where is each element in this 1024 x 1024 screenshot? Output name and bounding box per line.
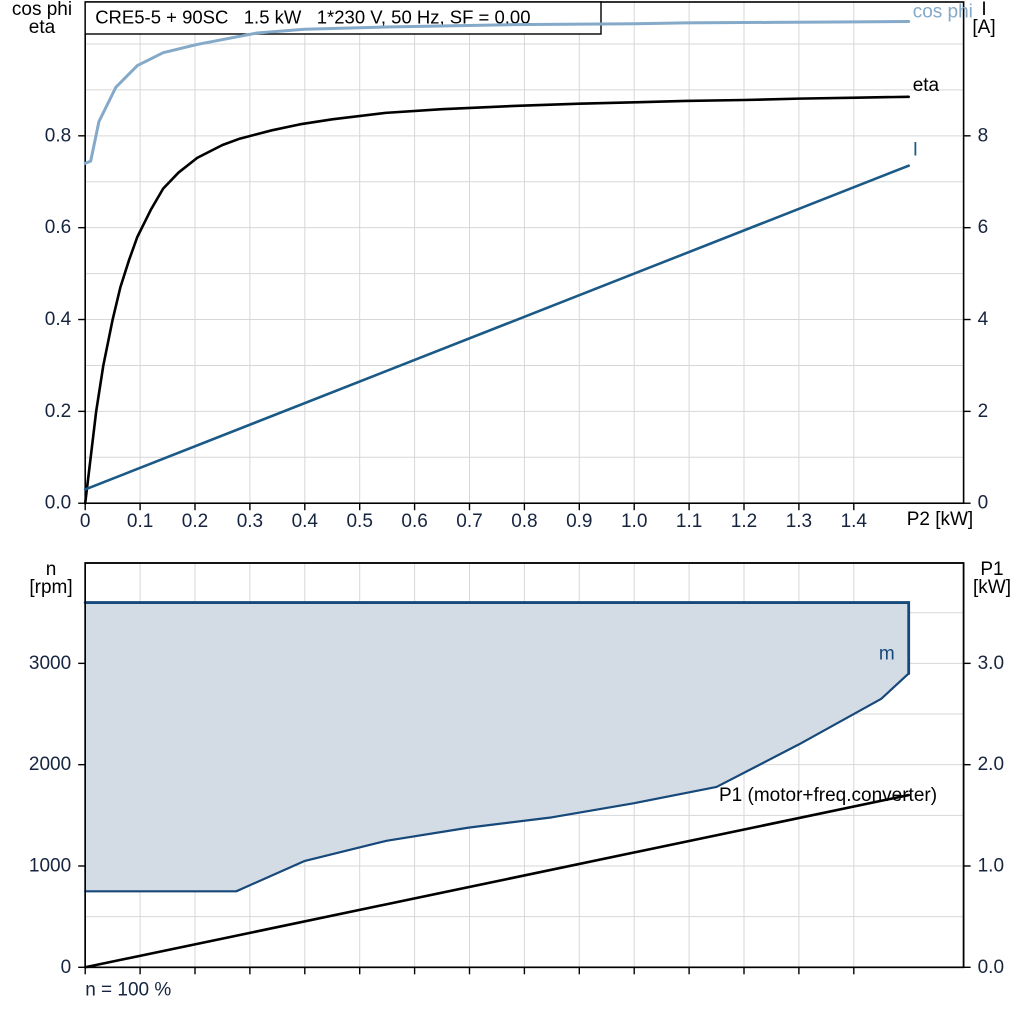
svg-text:0.8: 0.8	[511, 511, 537, 532]
svg-text:0: 0	[978, 493, 989, 514]
svg-text:0.4: 0.4	[45, 309, 72, 330]
svg-text:0.0: 0.0	[978, 957, 1004, 978]
svg-text:P1 (motor+freq.converter): P1 (motor+freq.converter)	[719, 785, 937, 806]
svg-text:0.8: 0.8	[45, 125, 71, 146]
svg-text:1.2: 1.2	[731, 511, 757, 532]
svg-text:eta: eta	[29, 17, 56, 38]
svg-text:1.0: 1.0	[978, 855, 1004, 876]
svg-text:[kW]: [kW]	[973, 577, 1011, 598]
svg-text:8: 8	[978, 125, 989, 146]
svg-text:2.0: 2.0	[978, 754, 1004, 775]
svg-text:eta: eta	[913, 75, 940, 96]
svg-text:0.2: 0.2	[45, 401, 71, 422]
svg-text:3.0: 3.0	[978, 653, 1004, 674]
svg-text:0.0: 0.0	[45, 493, 71, 514]
svg-text:0.5: 0.5	[346, 511, 372, 532]
svg-text:6: 6	[978, 217, 989, 238]
svg-text:0.7: 0.7	[456, 511, 482, 532]
svg-text:1.3: 1.3	[786, 511, 812, 532]
svg-text:1.0: 1.0	[621, 511, 647, 532]
svg-text:3000: 3000	[29, 653, 71, 674]
svg-text:cos phi: cos phi	[913, 1, 973, 22]
svg-text:P2 [kW]: P2 [kW]	[907, 509, 974, 530]
svg-text:I: I	[913, 140, 918, 161]
svg-text:0.4: 0.4	[292, 511, 319, 532]
svg-text:0.1: 0.1	[127, 511, 153, 532]
svg-text:1.1: 1.1	[676, 511, 702, 532]
svg-text:1000: 1000	[29, 855, 71, 876]
svg-text:0: 0	[80, 511, 91, 532]
svg-text:4: 4	[978, 309, 989, 330]
svg-text:0.6: 0.6	[401, 511, 427, 532]
svg-text:m: m	[879, 643, 895, 664]
svg-text:2: 2	[978, 401, 989, 422]
svg-text:[rpm]: [rpm]	[29, 577, 72, 598]
svg-text:n = 100 %: n = 100 %	[85, 979, 171, 1000]
svg-text:1.4: 1.4	[841, 511, 868, 532]
svg-text:0.2: 0.2	[182, 511, 208, 532]
svg-text:0.9: 0.9	[566, 511, 592, 532]
svg-text:[A]: [A]	[972, 17, 995, 38]
svg-text:2000: 2000	[29, 754, 71, 775]
svg-text:0: 0	[61, 957, 72, 978]
svg-text:0.3: 0.3	[237, 511, 263, 532]
svg-text:0.6: 0.6	[45, 217, 71, 238]
